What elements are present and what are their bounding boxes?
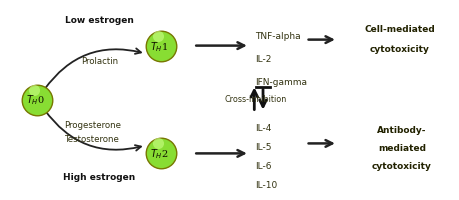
Text: High estrogen: High estrogen [63,172,135,181]
Text: Low estrogen: Low estrogen [65,16,134,25]
Text: IFN-gamma: IFN-gamma [255,78,307,87]
Text: Testosterone: Testosterone [65,134,120,143]
Text: $T_H$0: $T_H$0 [26,93,45,107]
Text: mediated: mediated [377,143,425,152]
Text: $T_H$1: $T_H$1 [150,40,168,53]
Text: IL-6: IL-6 [255,161,271,170]
Text: $T_H$2: $T_H$2 [149,147,168,160]
Text: cytotoxicity: cytotoxicity [369,45,429,54]
Text: Cross-inhibition: Cross-inhibition [224,95,285,103]
Text: cytotoxicity: cytotoxicity [371,161,431,170]
Text: Prolactin: Prolactin [81,57,118,66]
Text: Cell-mediated: Cell-mediated [364,25,434,34]
Text: IL-5: IL-5 [255,142,271,151]
Text: Progesterone: Progesterone [64,120,121,129]
Text: IL-2: IL-2 [255,55,271,64]
Text: Antibody-: Antibody- [376,125,426,134]
Text: TNF-alpha: TNF-alpha [255,32,300,41]
Text: IL-4: IL-4 [255,123,271,132]
Text: IL-10: IL-10 [255,180,277,189]
